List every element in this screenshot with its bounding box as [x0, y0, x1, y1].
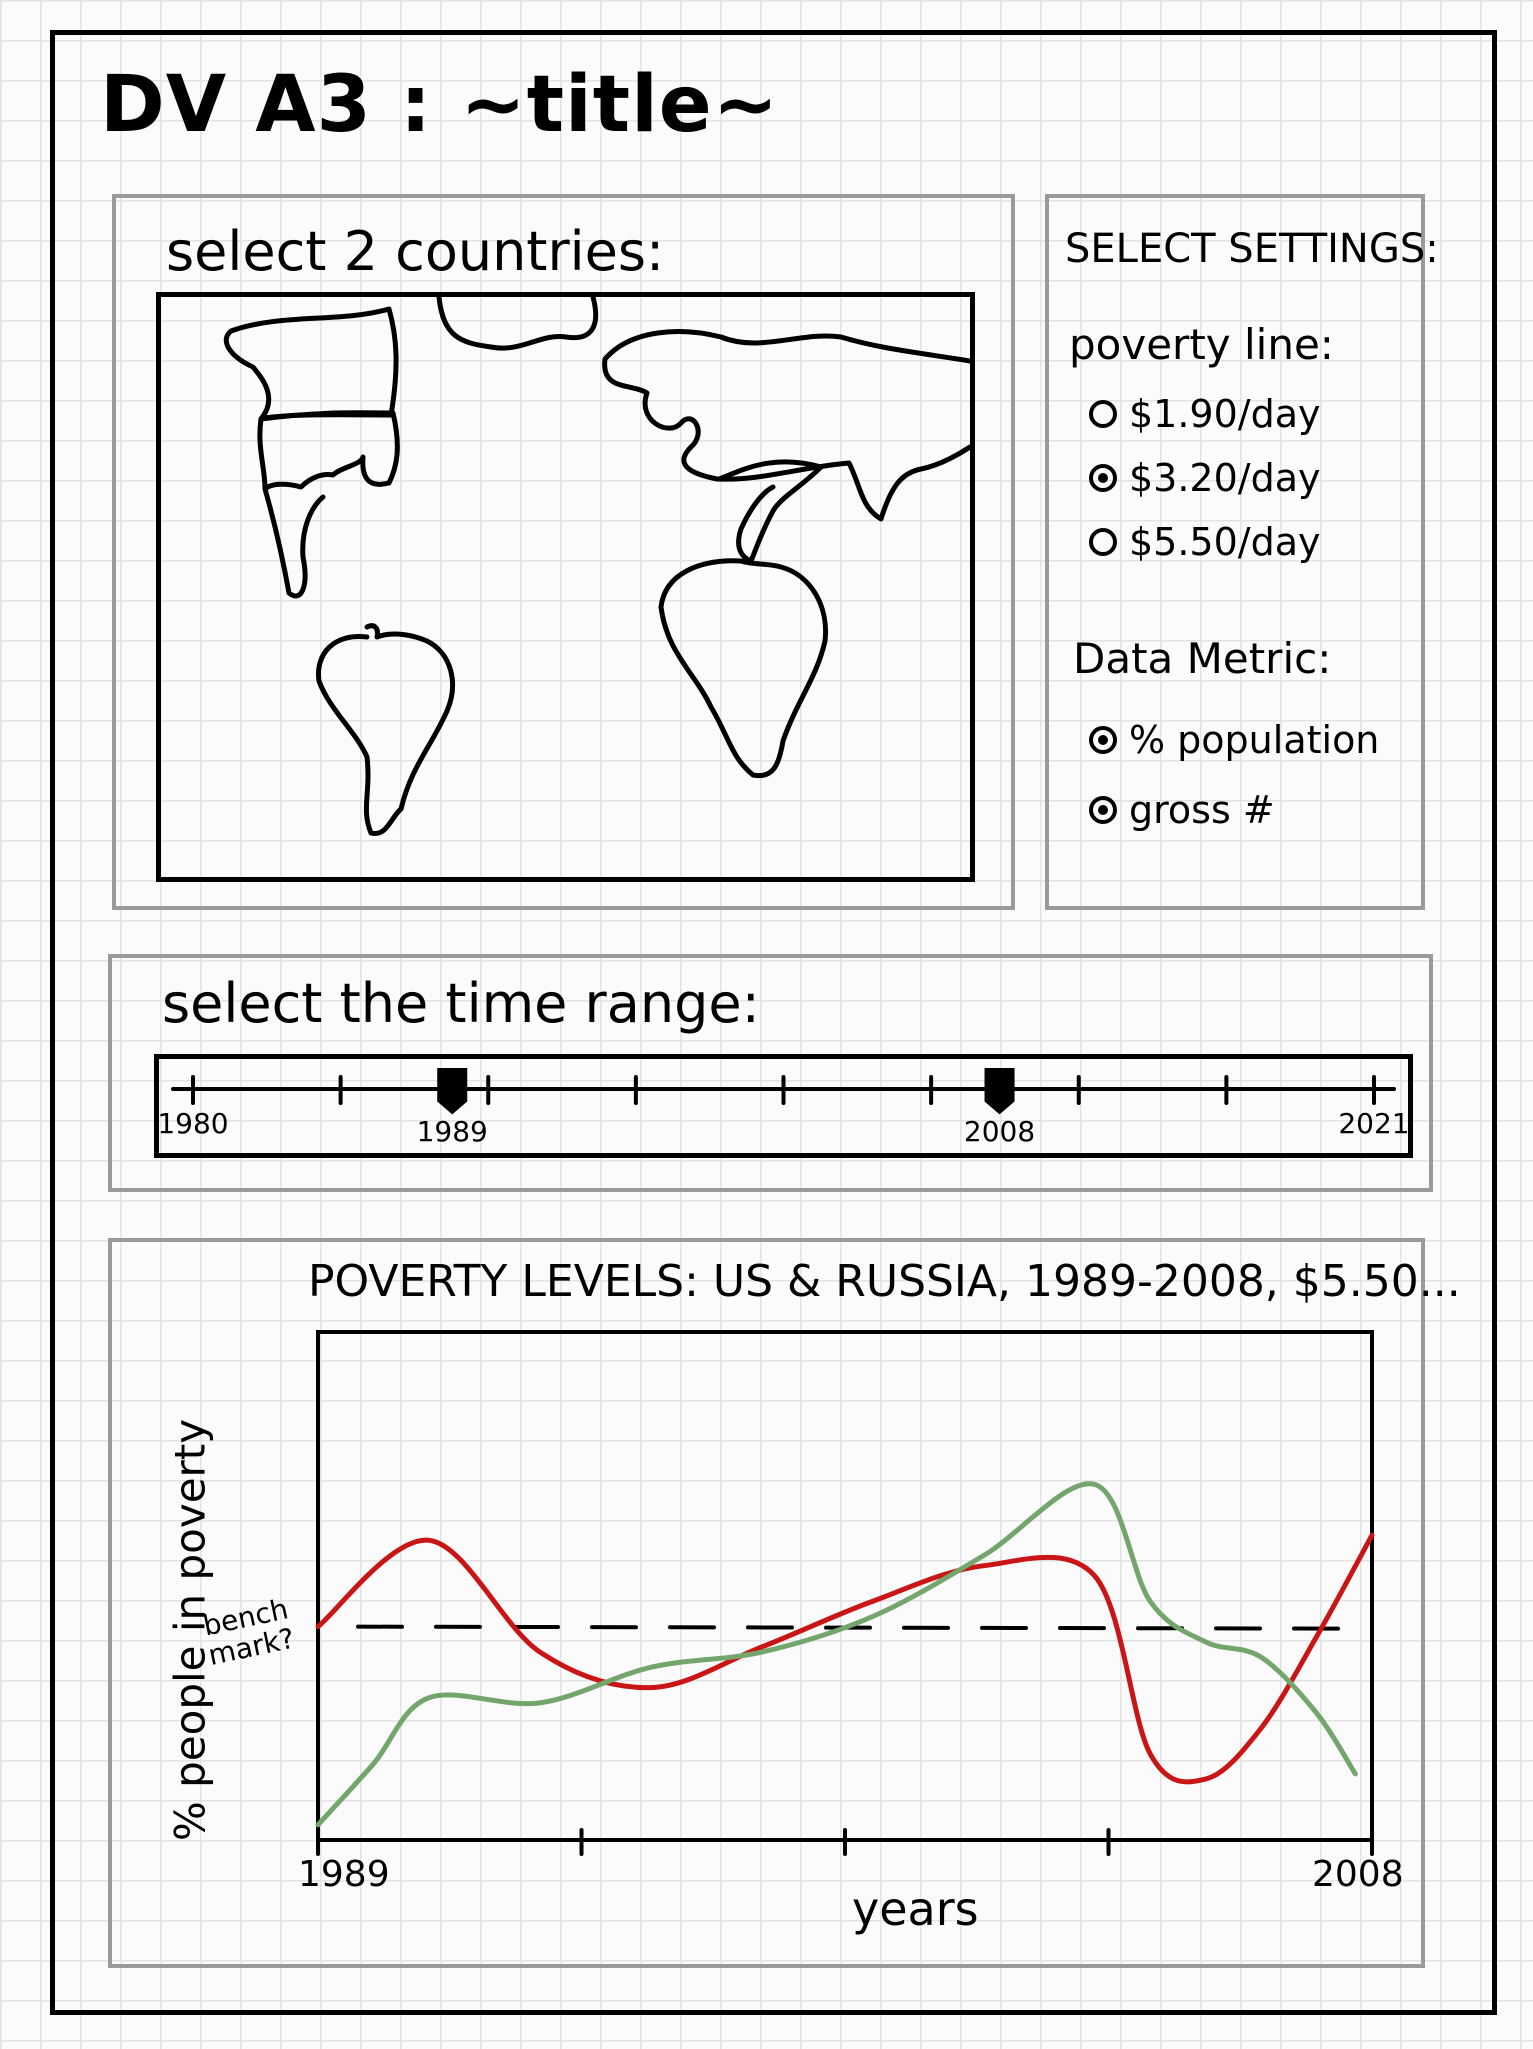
settings-panel: SELECT SETTINGS: poverty line: $1.90/day… — [1045, 194, 1439, 910]
country-middle-east[interactable] — [716, 459, 824, 564]
option-label: $5.50/day — [1129, 520, 1321, 564]
radio-icon[interactable] — [1089, 796, 1117, 824]
settings-heading: SELECT SETTINGS: — [1065, 226, 1439, 272]
map-panel: select 2 countries: — [112, 194, 1015, 910]
slider-track[interactable] — [159, 1059, 1408, 1153]
x-tick-label-end: 2008 — [1312, 1854, 1404, 1895]
x-axis-label: years — [852, 1882, 979, 1936]
radio-icon[interactable] — [1089, 726, 1117, 754]
poverty-line-label: poverty line: — [1069, 320, 1334, 369]
chart-title: POVERTY LEVELS: US & RUSSIA, 1989-2008, … — [308, 1256, 1461, 1307]
country-africa[interactable] — [658, 558, 829, 779]
poverty-line-option-5-50[interactable]: $5.50/day — [1089, 520, 1320, 564]
time-range-heading: select the time range: — [162, 972, 760, 1035]
country-greenland[interactable] — [436, 297, 599, 351]
series-red-line — [315, 1532, 1375, 1785]
slider-min-label: 1980 — [157, 1107, 229, 1140]
country-south-america[interactable] — [316, 623, 456, 836]
country-north-america[interactable] — [223, 306, 399, 422]
country-central-america[interactable] — [262, 486, 326, 599]
country-eurasia[interactable] — [602, 329, 970, 522]
benchmark-line — [356, 1624, 1354, 1631]
country-united-states[interactable] — [257, 410, 400, 492]
poverty-line-option-1-90[interactable]: $1.90/day — [1089, 392, 1320, 436]
slider-start-label: 1989 — [416, 1115, 488, 1148]
time-range-slider[interactable]: 1980 1989 2008 2021 — [154, 1054, 1413, 1158]
time-range-panel: select the time range: 1980 1989 2008 20… — [108, 954, 1433, 1192]
radio-icon[interactable] — [1089, 528, 1117, 556]
poverty-line-option-3-20[interactable]: $3.20/day — [1089, 456, 1320, 500]
x-tick-label-start: 1989 — [298, 1854, 390, 1895]
series-green-line — [315, 1481, 1358, 1828]
radio-icon[interactable] — [1089, 464, 1117, 492]
slider-start-handle[interactable] — [437, 1068, 468, 1115]
slider-end-handle[interactable] — [984, 1068, 1015, 1115]
data-metric-label: Data Metric: — [1073, 634, 1332, 683]
radio-icon[interactable] — [1089, 400, 1117, 428]
option-label: $3.20/day — [1129, 456, 1321, 500]
option-label: $1.90/day — [1129, 392, 1321, 436]
chart-panel: POVERTY LEVELS: US & RUSSIA, 1989-2008, … — [108, 1238, 1461, 1968]
data-metric-option-gross[interactable]: gross # — [1089, 788, 1275, 832]
sheet-frame — [50, 30, 1497, 2015]
map-panel-heading: select 2 countries: — [166, 220, 665, 283]
world-map[interactable] — [156, 292, 975, 882]
world-map-drawing — [223, 297, 970, 836]
line-chart — [315, 1330, 1375, 1856]
slider-max-label: 2021 — [1338, 1107, 1410, 1140]
data-metric-option-percent[interactable]: % population — [1089, 718, 1379, 762]
option-label: % population — [1129, 718, 1380, 762]
page-title: DV A3 : ~title~ — [100, 60, 780, 150]
option-label: gross # — [1129, 788, 1275, 832]
plot-area — [316, 1330, 1374, 1842]
slider-end-label: 2008 — [963, 1115, 1036, 1148]
